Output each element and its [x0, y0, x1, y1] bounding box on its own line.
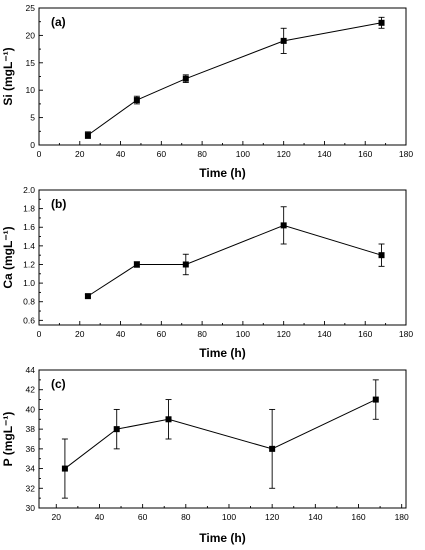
- y-tick-label: 44: [26, 365, 36, 375]
- y-tick-label: 15: [26, 58, 36, 68]
- y-tick-label: 42: [26, 385, 36, 395]
- x-tick-label: 80: [197, 149, 207, 159]
- y-tick-label: 2.0: [23, 185, 35, 195]
- data-point: [378, 252, 385, 259]
- y-tick-label: 0.6: [23, 315, 35, 325]
- x-tick-label: 20: [75, 149, 85, 159]
- data-point: [84, 132, 91, 139]
- x-tick-label: 160: [358, 149, 372, 159]
- data-point: [280, 37, 287, 44]
- data-point: [182, 75, 189, 82]
- y-axis-title: P (mgL⁻¹): [1, 412, 15, 467]
- panel-label: (b): [51, 197, 66, 211]
- y-tick-label: 0: [30, 140, 35, 150]
- x-tick-label: 120: [277, 329, 291, 339]
- x-tick-label: 60: [157, 329, 167, 339]
- chart-panel-3: 20 40 60 80 100 120 140 160 180 30 32 34 36 38 40 42 44 T…: [1, 365, 409, 545]
- data-point: [372, 396, 379, 403]
- y-tick-label: 36: [26, 444, 36, 454]
- y-axis-title: Si (mgL⁻¹): [1, 47, 15, 105]
- x-axis-title: Time (h): [199, 166, 245, 180]
- plot-frame: [38, 369, 407, 509]
- x-tick-label: 120: [277, 149, 291, 159]
- series-line: [64, 399, 376, 469]
- x-tick-label: 40: [116, 329, 126, 339]
- y-tick-label: 1.4: [23, 241, 35, 251]
- x-tick-label: 0: [37, 149, 42, 159]
- data-point: [165, 416, 172, 423]
- x-tick-label: 160: [358, 329, 372, 339]
- x-tick-label: 20: [75, 329, 85, 339]
- chart-panel-2: 0 20 40 60 80 100 120 140 160 180 0.6 0.8 1.0 1.2 1.4 1…: [1, 185, 413, 360]
- x-tick-label: 60: [138, 512, 148, 522]
- data-point: [182, 261, 189, 268]
- data-point: [133, 261, 140, 268]
- x-tick-label: 180: [395, 512, 409, 522]
- x-tick-label: 80: [181, 512, 191, 522]
- data-point: [269, 445, 276, 452]
- data-point: [378, 19, 385, 26]
- x-tick-label: 40: [95, 512, 105, 522]
- x-tick-label: 0: [37, 329, 42, 339]
- x-axis-title: Time (h): [199, 346, 245, 360]
- y-axis-title: Ca (mgL⁻¹): [1, 226, 15, 288]
- x-tick-label: 100: [236, 329, 250, 339]
- x-tick-label: 100: [222, 512, 236, 522]
- data-point: [280, 222, 287, 229]
- x-tick-label: 140: [317, 149, 331, 159]
- x-tick-label: 60: [157, 149, 167, 159]
- y-tick-label: 20: [26, 30, 36, 40]
- y-tick-label: 34: [26, 464, 36, 474]
- x-tick-label: 180: [399, 149, 413, 159]
- y-tick-label: 1.8: [23, 204, 35, 214]
- data-point: [84, 293, 91, 300]
- data-point: [133, 97, 140, 104]
- chart-panel-1: 0 20 40 60 80 100 120 140 160 180 0 5 10 15 20 25 Time (…: [1, 3, 413, 180]
- series-line: [87, 224, 382, 297]
- y-tick-label: 0.8: [23, 297, 35, 307]
- x-tick-label: 140: [317, 329, 331, 339]
- y-tick-label: 1.2: [23, 259, 35, 269]
- x-tick-label: 100: [236, 149, 250, 159]
- y-tick-label: 1.0: [23, 278, 35, 288]
- y-tick-label: 1.6: [23, 222, 35, 232]
- x-tick-label: 120: [265, 512, 279, 522]
- y-tick-label: 38: [26, 424, 36, 434]
- y-tick-label: 40: [26, 404, 36, 414]
- panel-label: (c): [51, 377, 66, 391]
- series-line: [87, 22, 382, 136]
- data-point: [61, 465, 68, 472]
- y-tick-label: 25: [26, 3, 36, 13]
- plot-frame: [38, 189, 407, 326]
- panel-label: (a): [51, 15, 66, 29]
- y-tick-label: 32: [26, 483, 36, 493]
- y-tick-label: 30: [26, 503, 36, 513]
- x-tick-label: 140: [308, 512, 322, 522]
- y-tick-label: 5: [30, 113, 35, 123]
- x-axis-title: Time (h): [199, 531, 245, 545]
- data-point: [113, 426, 120, 433]
- x-tick-label: 80: [197, 329, 207, 339]
- y-tick-label: 10: [26, 85, 36, 95]
- x-tick-label: 180: [399, 329, 413, 339]
- x-tick-label: 20: [52, 512, 62, 522]
- x-tick-label: 40: [116, 149, 126, 159]
- x-tick-label: 160: [351, 512, 365, 522]
